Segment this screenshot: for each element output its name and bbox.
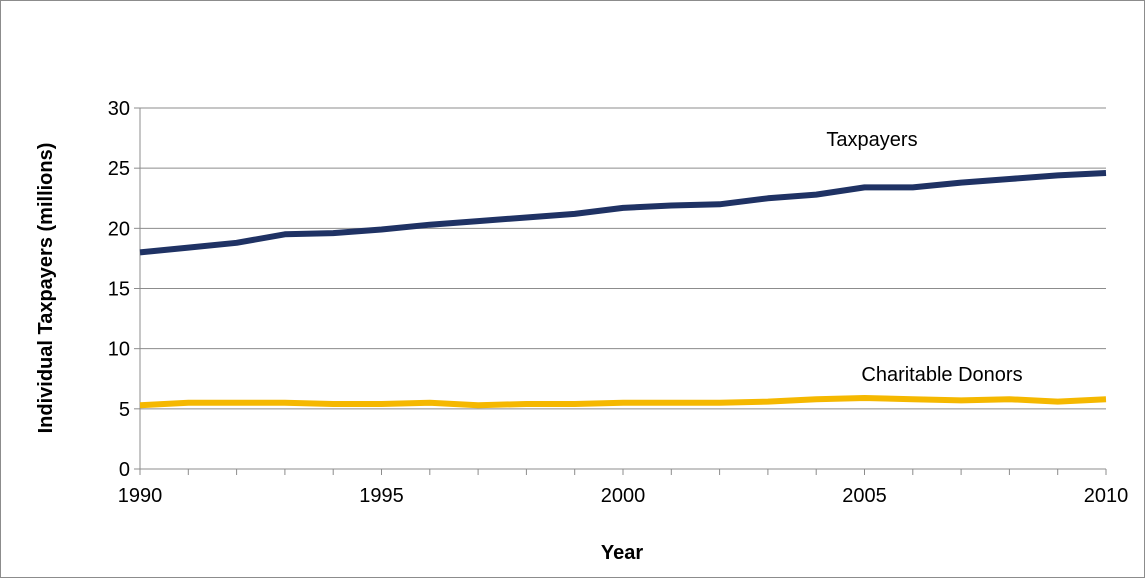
y-tick-label: 20 [108,218,130,240]
y-tick-label: 5 [119,399,130,421]
y-tick-label: 15 [108,279,130,301]
series-label-taxpayers: Taxpayers [826,129,917,151]
axes [134,107,1107,475]
x-tick-label: 2005 [842,485,887,507]
x-tick-label: 2000 [601,485,646,507]
x-tick-label: 1990 [118,485,163,507]
y-tick-label: 30 [108,98,130,120]
series-lines [139,170,1107,409]
series-label-charitable-donors: Charitable Donors [861,364,1022,386]
y-axis-title: Individual Taxpayers (millions) [35,143,57,434]
series-line-charitable-donors [139,395,1107,409]
x-tick-label: 1995 [359,485,404,507]
y-tick-label: 0 [119,459,130,481]
y-tick-label: 10 [108,339,130,361]
gridlines [140,107,1106,410]
tick-labels: 0 5 10 15 20 25 30 1990 1995 2000 2005 2010 [108,98,1129,507]
series-line-taxpayers [139,170,1107,256]
x-tick-label: 2010 [1084,485,1129,507]
y-tick-label: 25 [108,158,130,180]
x-axis-title: Year [601,542,643,564]
